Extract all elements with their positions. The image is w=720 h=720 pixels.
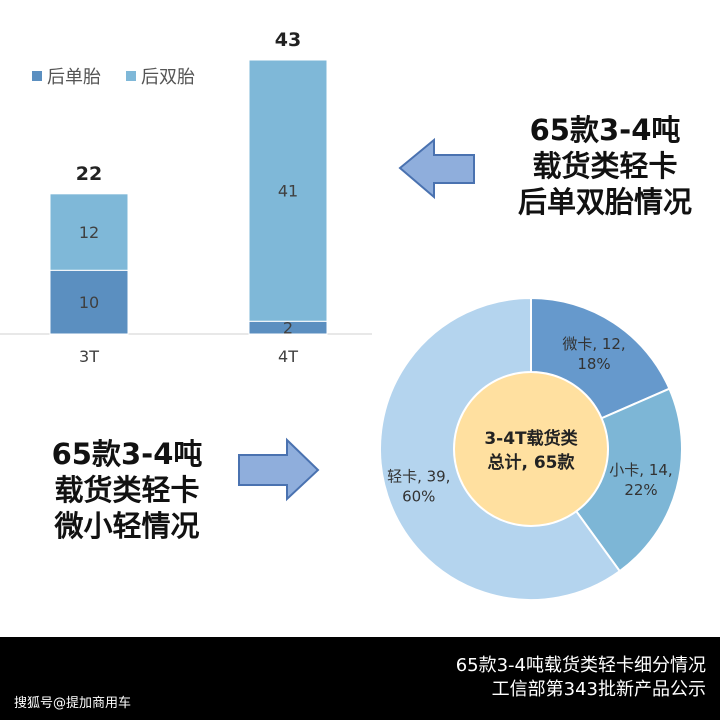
- slice-percent-label: 60%: [402, 487, 435, 505]
- right-caption-line: 后单双胎情况: [517, 185, 692, 219]
- legend-label: 后单胎: [47, 67, 101, 88]
- donut-center-total: 总计, 65款: [487, 452, 575, 473]
- bar-segment: [248, 59, 328, 322]
- left-caption-line: 65款3-4吨: [51, 437, 203, 471]
- left-caption: 65款3-4吨 载货类轻卡 微小轻情况: [22, 436, 232, 544]
- bar-total-label: 43: [275, 29, 301, 51]
- bar-segment-label: 10: [79, 293, 99, 312]
- right-caption-line: 载货类轻卡: [532, 149, 678, 183]
- slice-percent-label: 22%: [624, 481, 657, 499]
- left-arrow-icon: [398, 137, 475, 200]
- footer-source: 工信部第343批新产品公示: [491, 679, 706, 700]
- legend-swatch: [32, 71, 42, 81]
- footer-bar: 65款3-4吨载货类轻卡细分情况 工信部第343批新产品公示 搜狐号@提加商用车: [0, 637, 720, 720]
- donut-slice: [574, 387, 683, 573]
- bar-segment-label: 2: [283, 319, 293, 338]
- donut-center-title: 3-4T载货类: [484, 428, 578, 449]
- slice-label: 微卡, 12,: [562, 335, 625, 353]
- footer-title: 65款3-4吨载货类轻卡细分情况: [455, 655, 706, 676]
- donut-center: [455, 373, 607, 525]
- bar-segment-label: 41: [278, 182, 298, 201]
- left-caption-line: 微小轻情况: [54, 509, 200, 543]
- legend-swatch: [126, 71, 136, 81]
- watermark: 搜狐号@提加商用车: [14, 696, 132, 711]
- bar-segment-label: 12: [79, 223, 99, 242]
- slice-percent-label: 18%: [577, 355, 610, 373]
- bar-segment: [49, 269, 129, 335]
- legend-label: 后双胎: [141, 67, 195, 88]
- left-caption-line: 载货类轻卡: [54, 473, 200, 507]
- bar-total-label: 22: [76, 163, 102, 185]
- slice-label: 轻卡, 39,: [387, 467, 450, 485]
- x-tick-label: 4T: [278, 347, 298, 366]
- x-tick-label: 3T: [79, 347, 99, 366]
- right-caption: 65款3-4吨 载货类轻卡 后单双胎情况: [500, 112, 710, 220]
- bar-segment: [49, 193, 129, 271]
- slice-label: 小卡, 14,: [609, 461, 672, 479]
- donut-slice: [379, 296, 622, 601]
- right-caption-line: 65款3-4吨: [529, 113, 681, 147]
- right-arrow-icon: [238, 437, 320, 502]
- donut-slice: [530, 296, 671, 420]
